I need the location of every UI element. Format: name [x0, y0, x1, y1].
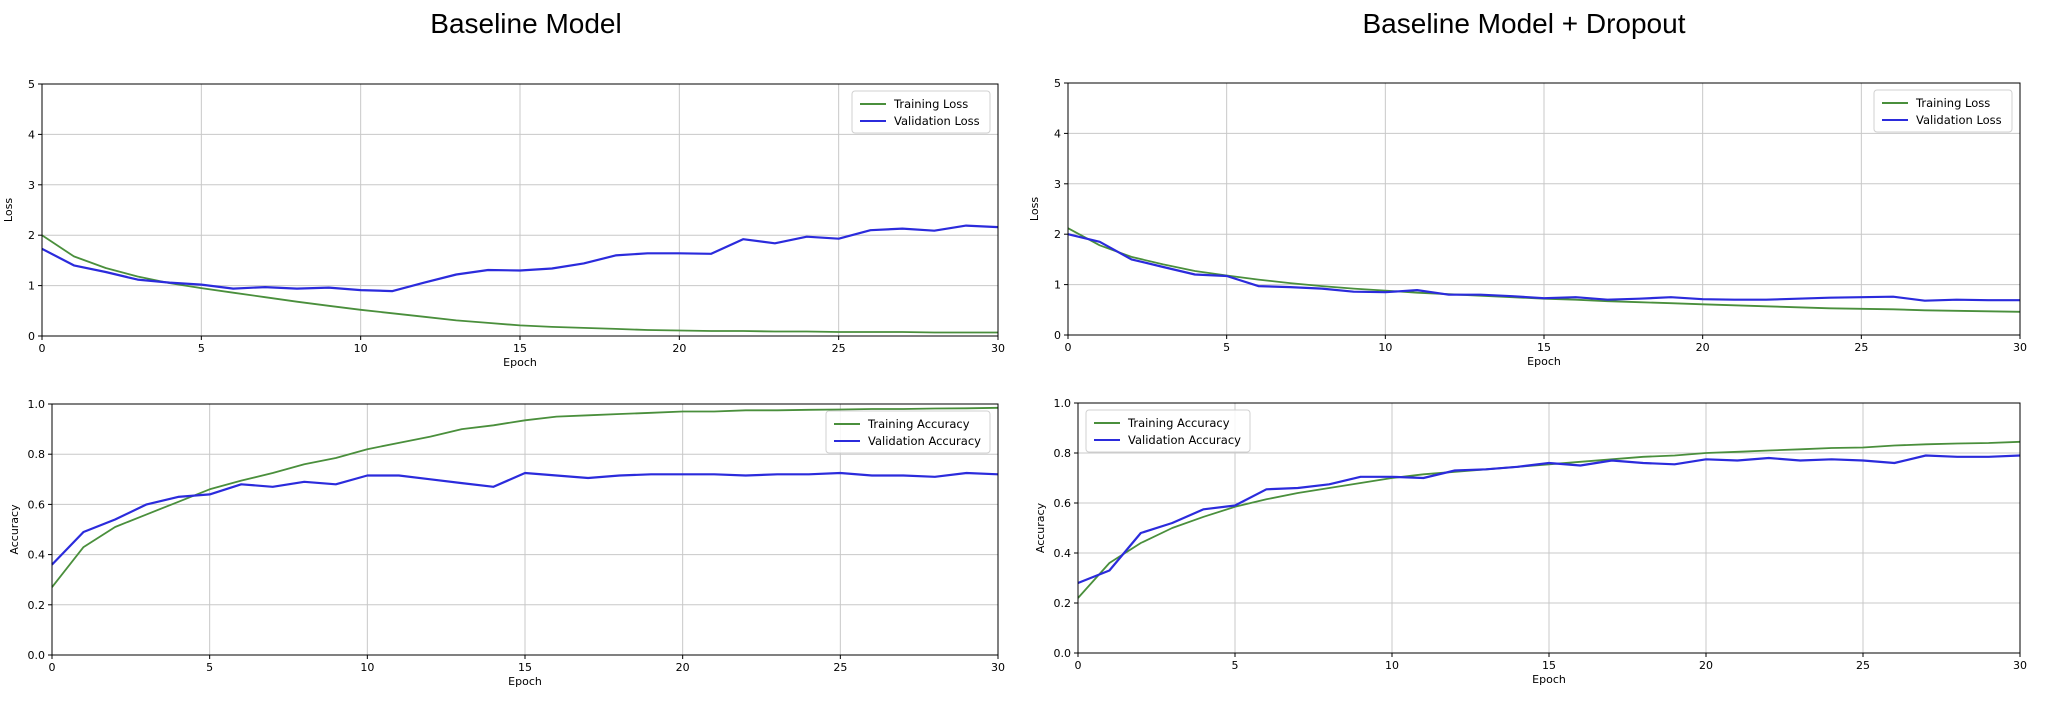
legend-label-training: Training Loss	[1915, 96, 1990, 110]
chart-panel-2: 0 5 10 15 20 25 30 0 1 2 3 4 5 Epoch Loss Training Loss…	[1028, 77, 2027, 368]
y-tick-label: 5	[1054, 77, 1061, 90]
y-tick-label: 0.4	[1054, 547, 1072, 560]
x-tick-label: 25	[1854, 341, 1868, 354]
series-line-validation	[41, 224, 999, 293]
y-tick-label: 0.0	[28, 649, 46, 662]
legend-label-training: Training Accuracy	[867, 417, 970, 431]
y-tick-label: 0.4	[28, 549, 46, 562]
x-tick-label: 20	[1696, 341, 1710, 354]
chart-panel-1: 0 5 10 15 20 25 30 0.0 0.2 0.4 0.6 0.8 1.0 Epoch Accur…	[8, 398, 1005, 688]
y-tick-label: 0.2	[28, 599, 46, 612]
x-tick-label: 10	[360, 661, 374, 674]
x-tick-label: 15	[518, 661, 532, 674]
legend-label-validation: Validation Accuracy	[868, 434, 981, 448]
x-tick-label: 10	[354, 342, 368, 355]
legend-box	[851, 90, 991, 134]
x-tick-label: 30	[991, 661, 1005, 674]
y-tick-label: 0.0	[1054, 647, 1072, 660]
legend: Training Loss Validation Loss	[1873, 89, 2013, 133]
y-axis-label: Accuracy	[8, 504, 21, 555]
y-tick-label: 2	[1054, 228, 1061, 241]
x-axis-label: Epoch	[1527, 355, 1561, 368]
y-tick-label: 2	[28, 229, 35, 242]
y-tick-label: 0	[28, 330, 35, 343]
chart-title-dropout: Baseline Model + Dropout	[1362, 8, 1686, 39]
y-tick-label: 0.8	[28, 448, 46, 461]
y-tick-label: 3	[1054, 178, 1061, 191]
chart-panel-0: 0 5 10 15 20 25 30 0 1 2 3 4 5 Epoch Loss Training Loss…	[2, 78, 1005, 369]
x-tick-label: 15	[513, 342, 527, 355]
x-tick-label: 25	[833, 661, 847, 674]
y-tick-label: 0.2	[1054, 597, 1072, 610]
series-line-training	[51, 406, 999, 588]
y-tick-label: 5	[28, 78, 35, 91]
y-tick-label: 1	[28, 280, 35, 293]
x-axis-label: Epoch	[1532, 673, 1566, 686]
x-tick-label: 10	[1385, 659, 1399, 672]
y-axis-label: Loss	[2, 198, 15, 222]
x-tick-label: 15	[1537, 341, 1551, 354]
x-tick-label: 30	[991, 342, 1005, 355]
x-tick-label: 0	[39, 342, 46, 355]
legend-box	[1873, 89, 2013, 133]
legend-box	[825, 410, 991, 454]
x-tick-label: 30	[2013, 659, 2027, 672]
x-tick-label: 0	[1065, 341, 1072, 354]
legend-label-training: Training Loss	[893, 97, 968, 111]
x-tick-label: 5	[1232, 659, 1239, 672]
x-tick-label: 5	[198, 342, 205, 355]
x-tick-label: 5	[1223, 341, 1230, 354]
x-axis-label: Epoch	[508, 675, 542, 688]
x-tick-label: 25	[1856, 659, 1870, 672]
y-tick-label: 0.8	[1054, 447, 1072, 460]
y-tick-label: 0.6	[28, 498, 46, 511]
x-tick-label: 0	[49, 661, 56, 674]
legend-label-validation: Validation Loss	[894, 114, 980, 128]
y-tick-label: 0.6	[1054, 497, 1072, 510]
series-line-validation	[51, 471, 999, 566]
x-tick-label: 20	[1699, 659, 1713, 672]
y-tick-label: 3	[28, 179, 35, 192]
legend-label-validation: Validation Accuracy	[1128, 433, 1241, 447]
x-tick-label: 30	[2013, 341, 2027, 354]
series-line-training	[41, 234, 998, 334]
x-axis-label: Epoch	[503, 356, 537, 369]
x-tick-label: 25	[832, 342, 846, 355]
x-tick-label: 20	[672, 342, 686, 355]
y-tick-label: 1.0	[28, 398, 46, 411]
x-tick-label: 0	[1075, 659, 1082, 672]
chart-panel-3: 0 5 10 15 20 25 30 0.0 0.2 0.4 0.6 0.8 1.0 Epoch Accur…	[1034, 397, 2027, 686]
legend: Training Accuracy Validation Accuracy	[825, 410, 991, 454]
legend: Training Loss Validation Loss	[851, 90, 991, 134]
legend: Training Accuracy Validation Accuracy	[1085, 409, 1251, 453]
x-tick-label: 15	[1542, 659, 1556, 672]
x-tick-label: 20	[676, 661, 690, 674]
x-tick-label: 5	[206, 661, 213, 674]
chart-title-baseline: Baseline Model	[430, 8, 622, 39]
legend-label-training: Training Accuracy	[1127, 416, 1230, 430]
y-axis-label: Accuracy	[1034, 502, 1047, 553]
y-axis-label: Loss	[1028, 197, 1041, 221]
x-tick-label: 10	[1378, 341, 1392, 354]
y-tick-label: 1.0	[1054, 397, 1072, 410]
series-line-training	[1077, 440, 2021, 599]
y-tick-label: 4	[1054, 127, 1061, 140]
y-tick-label: 1	[1054, 279, 1061, 292]
legend-label-validation: Validation Loss	[1916, 113, 2002, 127]
series-line-validation	[1067, 233, 2020, 302]
legend-box	[1085, 409, 1251, 453]
series-line-validation	[1077, 454, 2021, 585]
y-tick-label: 0	[1054, 329, 1061, 342]
y-tick-label: 4	[28, 128, 35, 141]
